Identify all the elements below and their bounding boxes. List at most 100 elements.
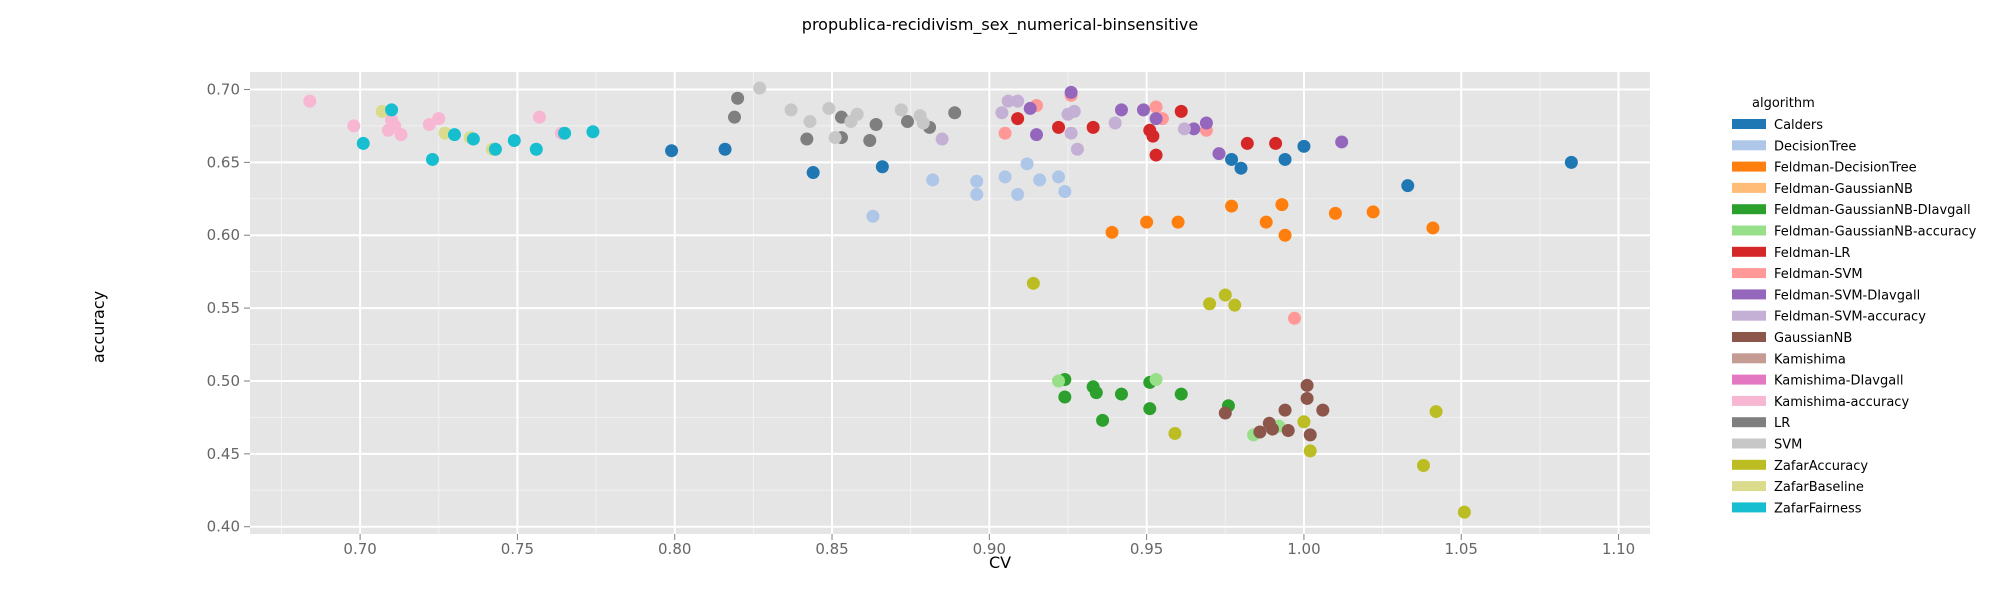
legend-swatch-svm (1732, 438, 1766, 449)
legend-label-calders: Calders (1774, 118, 1823, 133)
y-axis-title: accuracy (89, 291, 108, 363)
legend-label-kamishima-accuracy: Kamishima-accuracy (1774, 395, 1909, 410)
point-gaussiannb (1300, 391, 1314, 405)
point-svm (828, 131, 842, 145)
point-gaussiannb (1300, 378, 1314, 392)
point-kamishima-accuracy (532, 110, 546, 124)
point-feldman-decisiontree (1328, 206, 1342, 220)
point-zafaraccuracy (1228, 298, 1242, 312)
point-calders (875, 160, 889, 174)
point-feldman-svm-diavgall (1149, 112, 1163, 126)
x-tick-label: 0.75 (501, 540, 534, 558)
point-feldman-lr (1052, 120, 1066, 134)
legend-label-feldman-svm-diavgall: Feldman-SVM-DIavgall (1774, 288, 1920, 303)
point-zafarfairness (425, 152, 439, 166)
legend-swatch-feldman-svm (1732, 268, 1766, 279)
point-feldman-gaussiannb-diavgall (1089, 386, 1103, 400)
point-feldman-svm-accuracy (1070, 142, 1084, 156)
legend-label-feldman-gaussiannb-diavgall: Feldman-GaussianNB-DIavgall (1774, 203, 1971, 218)
x-tick-label: 0.80 (658, 540, 691, 558)
point-calders (1225, 152, 1239, 166)
legend-label-feldman-lr: Feldman-LR (1774, 246, 1850, 261)
point-decisiontree (970, 174, 984, 188)
x-tick-label: 0.85 (815, 540, 848, 558)
legend-swatch-kamishima (1732, 353, 1766, 364)
point-calders (806, 166, 820, 180)
point-kamishima-accuracy (347, 119, 361, 133)
point-decisiontree (1033, 173, 1047, 187)
point-feldman-svm-accuracy (1177, 122, 1191, 136)
point-zafarfairness (529, 142, 543, 156)
point-feldman-gaussiannb-accuracy (1052, 374, 1066, 388)
point-decisiontree (970, 187, 984, 201)
point-feldman-gaussiannb-diavgall (1143, 402, 1157, 416)
point-feldman-svm-accuracy (1011, 94, 1025, 108)
point-feldman-gaussiannb-diavgall (1096, 413, 1110, 427)
point-feldman-svm (998, 126, 1012, 140)
point-calders (718, 142, 732, 156)
point-svm (822, 101, 836, 115)
point-decisiontree (1058, 185, 1072, 199)
point-svm (916, 116, 930, 130)
x-axis-title: CV (989, 553, 1011, 572)
legend-label-feldman-gaussiannb-accuracy: Feldman-GaussianNB-accuracy (1774, 225, 1977, 240)
point-feldman-svm-diavgall (1212, 147, 1226, 161)
point-gaussiannb (1316, 403, 1330, 417)
legend-label-feldman-svm: Feldman-SVM (1774, 267, 1863, 282)
x-axis-ticks: 0.70 0.75 0.80 0.85 0.90 0.95 1.00 1.05 1.10 (343, 534, 1635, 558)
legend-title: algorithm (1752, 96, 1815, 111)
point-gaussiannb (1281, 424, 1295, 438)
legend: algorithm Calders DecisionTree Feldman-Dec… (1732, 96, 1977, 516)
point-zafarfairness (356, 136, 370, 150)
point-gaussiannb (1278, 403, 1292, 417)
point-kamishima-accuracy (394, 128, 408, 142)
point-zafarfairness (586, 125, 600, 139)
legend-label-feldman-gaussiannb: Feldman-GaussianNB (1774, 182, 1913, 197)
legend-swatch-feldman-lr (1732, 246, 1766, 257)
point-lr (869, 117, 883, 131)
point-zafarfairness (447, 128, 461, 142)
point-feldman-svm-diavgall (1023, 101, 1037, 115)
point-zafarfairness (488, 142, 502, 156)
minor-gridlines (250, 72, 1650, 534)
y-tick-label: 0.60 (207, 226, 240, 244)
point-feldman-lr (1149, 148, 1163, 162)
legend-swatch-zafaraccuracy (1732, 459, 1766, 470)
legend-swatch-feldman-gaussiannb-diavgall (1732, 204, 1766, 215)
point-calders (1297, 139, 1311, 153)
point-calders (1234, 161, 1248, 175)
point-calders (1278, 152, 1292, 166)
point-zafaraccuracy (1168, 426, 1182, 440)
point-feldman-svm-accuracy (1108, 116, 1122, 130)
data-points (303, 81, 1578, 519)
point-lr (731, 91, 745, 105)
point-zafaraccuracy (1026, 276, 1040, 290)
point-decisiontree (926, 173, 940, 187)
point-feldman-lr (1240, 136, 1254, 150)
point-gaussiannb (1303, 428, 1317, 442)
legend-swatch-calders (1732, 119, 1766, 129)
point-feldman-svm-diavgall (1114, 103, 1128, 117)
point-svm (894, 103, 908, 117)
point-kamishima-accuracy (303, 94, 317, 108)
point-zafaraccuracy (1218, 288, 1232, 302)
point-lr (727, 110, 741, 124)
legend-swatch-decisiontree (1732, 140, 1766, 151)
point-feldman-decisiontree (1171, 215, 1185, 229)
point-feldman-decisiontree (1278, 228, 1292, 242)
legend-swatch-gaussiannb (1732, 332, 1766, 342)
y-tick-label: 0.70 (207, 80, 240, 98)
point-gaussiannb (1218, 406, 1232, 420)
major-gridlines (250, 72, 1650, 534)
point-feldman-svm-diavgall (1030, 128, 1044, 142)
y-tick-label: 0.55 (207, 299, 240, 317)
legend-label-decisiontree: DecisionTree (1774, 139, 1856, 154)
legend-label-kamishima-diavgall: Kamishima-DIavgall (1774, 374, 1903, 389)
point-feldman-decisiontree (1426, 221, 1440, 235)
y-tick-label: 0.40 (207, 518, 240, 536)
legend-swatch-zafarbaseline (1732, 481, 1766, 492)
point-calders (665, 144, 679, 158)
legend-label-feldman-svm-accuracy: Feldman-SVM-accuracy (1774, 310, 1926, 325)
point-feldman-decisiontree (1105, 225, 1119, 239)
